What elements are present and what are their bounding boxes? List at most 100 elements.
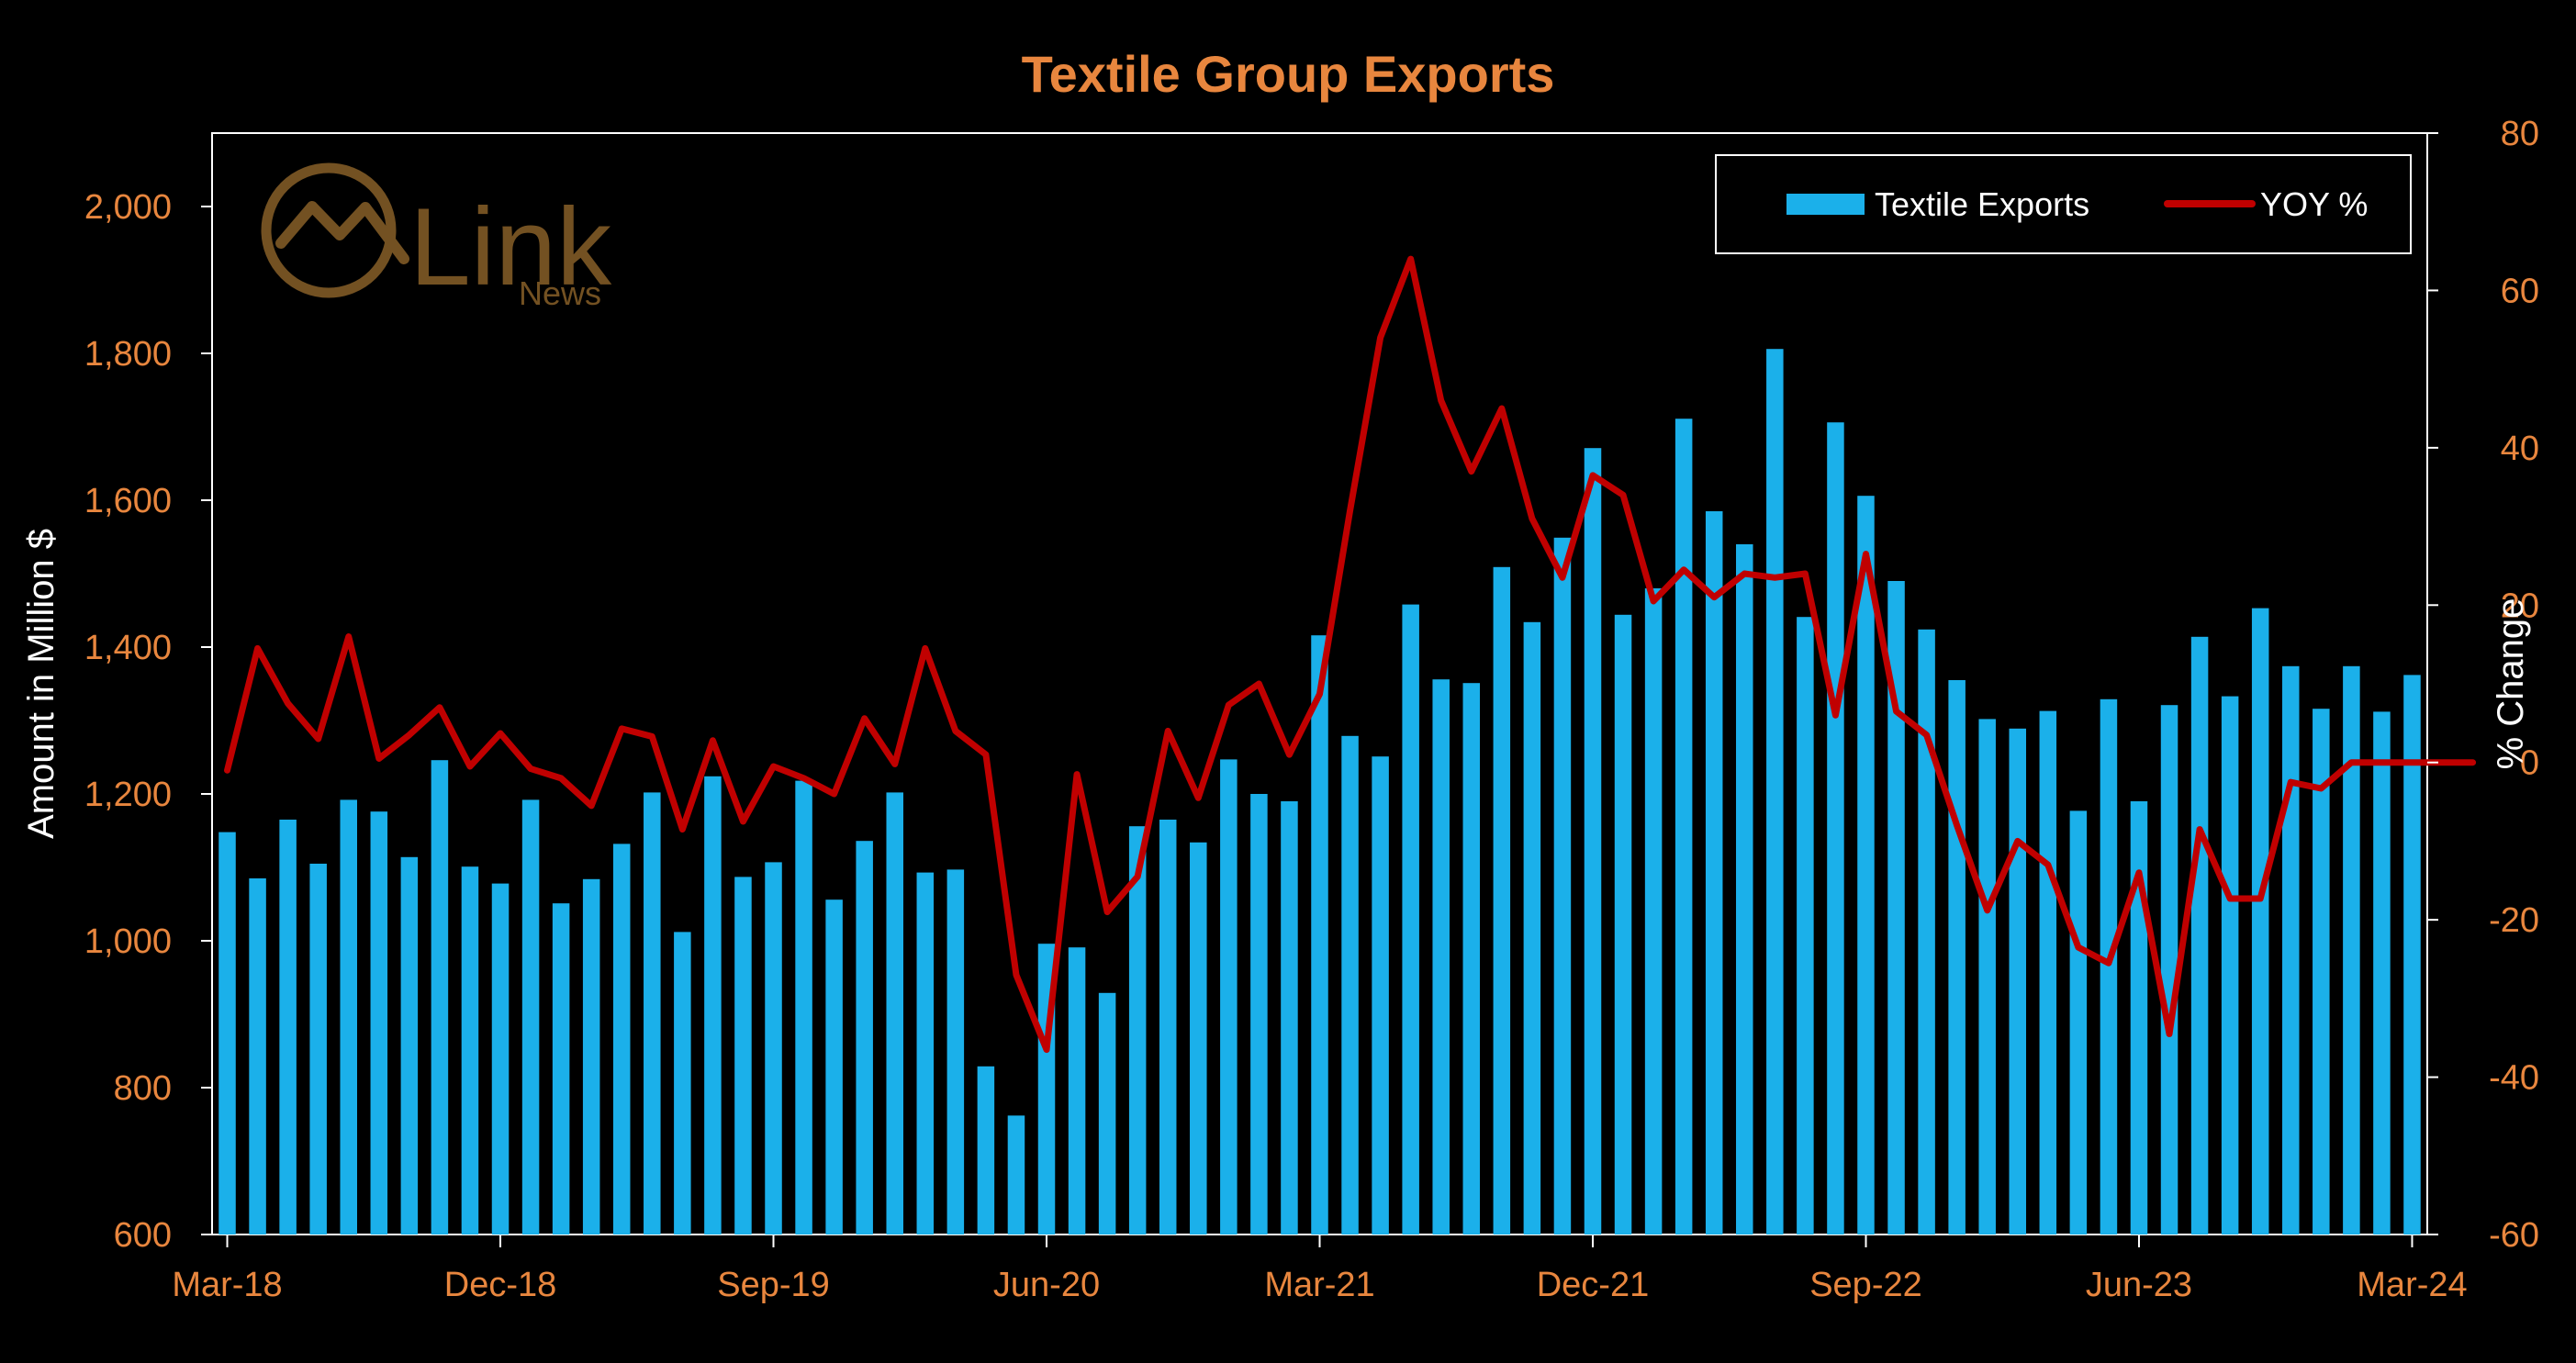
- bar-textile-exports: [1918, 629, 1935, 1235]
- bar-textile-exports: [1128, 826, 1147, 1235]
- y-tick-label: 1,600: [84, 482, 172, 520]
- bar-textile-exports: [431, 760, 449, 1235]
- x-tick-label: Sep-22: [1809, 1266, 1922, 1304]
- bar-textile-exports: [370, 811, 388, 1235]
- bar-textile-exports: [2100, 698, 2118, 1235]
- bar-textile-exports: [1281, 801, 1298, 1235]
- x-tick-label: Sep-19: [717, 1266, 830, 1304]
- legend-label-textile-exports: Textile Exports: [1875, 185, 2089, 223]
- bar-textile-exports: [1736, 544, 1753, 1235]
- bar-textile-exports: [521, 799, 540, 1235]
- bar-textile-exports: [2313, 709, 2330, 1235]
- bar-textile-exports: [1159, 820, 1177, 1235]
- y-tick-label: 1,200: [84, 776, 172, 814]
- x-tick-label: Dec-18: [444, 1266, 557, 1304]
- bar-textile-exports: [916, 872, 935, 1235]
- bar-textile-exports: [1644, 588, 1663, 1235]
- bar-textile-exports: [249, 878, 266, 1235]
- bar-textile-exports: [400, 856, 419, 1235]
- bar-textile-exports: [491, 883, 510, 1235]
- x-tick-label: Jun-20: [993, 1266, 1100, 1304]
- bar-textile-exports: [1705, 511, 1723, 1235]
- y-tick-label: 800: [114, 1069, 172, 1108]
- bar-textile-exports: [340, 799, 357, 1235]
- bar-textile-exports: [1432, 679, 1450, 1235]
- bar-textile-exports: [1827, 422, 1844, 1235]
- bar-textile-exports: [1493, 566, 1511, 1235]
- bar-textile-exports: [2251, 608, 2269, 1235]
- y2-tick-label: -60: [2489, 1216, 2539, 1255]
- y-tick-label: 1,000: [84, 922, 172, 961]
- bar-textile-exports: [1250, 794, 1268, 1235]
- yoy-line: [224, 255, 2477, 1054]
- y2-tick-label: 20: [2501, 587, 2539, 625]
- legend: Textile Exports YOY %: [1715, 154, 2412, 254]
- bar-textile-exports: [582, 878, 600, 1235]
- bar-textile-exports: [1098, 992, 1116, 1235]
- bar-textile-exports: [2069, 810, 2088, 1235]
- x-tick-label: Jun-23: [2086, 1266, 2192, 1304]
- y-tick-label: 1,400: [84, 629, 172, 667]
- bar-textile-exports: [2130, 801, 2148, 1235]
- bar-textile-exports: [1068, 947, 1086, 1235]
- bar-textile-exports: [218, 832, 236, 1235]
- bar-textile-exports: [1887, 581, 1905, 1235]
- logo-word: Link: [409, 185, 612, 308]
- bar-textile-exports: [1584, 448, 1602, 1235]
- bar-textile-exports: [1553, 537, 1572, 1235]
- bar-textile-exports: [856, 841, 873, 1235]
- legend-label-yoy: YOY %: [2260, 185, 2368, 223]
- x-tick-label: Mar-21: [1264, 1266, 1374, 1304]
- y-tick-label: 600: [114, 1216, 172, 1255]
- x-axis: Mar-18 Dec-18 Sep-19 Jun-20 Mar-21 Dec-21 Sep-…: [172, 1235, 2468, 1304]
- bar-textile-exports: [2343, 665, 2360, 1235]
- bar-textile-exports: [1978, 719, 1996, 1235]
- y2-tick-label: -40: [2489, 1059, 2539, 1098]
- bar-textile-exports: [977, 1066, 995, 1235]
- bar-textile-exports: [2009, 728, 2027, 1235]
- bar-textile-exports: [795, 780, 812, 1235]
- bar-textile-exports: [2282, 665, 2300, 1235]
- bar-textile-exports: [1007, 1115, 1025, 1235]
- bar-textile-exports: [1311, 635, 1328, 1235]
- bar-textile-exports: [309, 864, 327, 1235]
- bar-textile-exports: [946, 869, 965, 1235]
- logo-sub: News: [519, 274, 601, 312]
- logo: Link News: [261, 162, 612, 312]
- chart-title: Textile Group Exports: [1022, 45, 1555, 103]
- x-tick-label: Mar-18: [172, 1266, 282, 1304]
- bar-textile-exports: [704, 776, 722, 1235]
- bar-textile-exports: [1220, 759, 1238, 1235]
- yoy-line-group: [224, 255, 2477, 1054]
- bar-textile-exports: [2373, 711, 2391, 1235]
- bar-textile-exports: [674, 932, 691, 1235]
- bar-textile-exports: [1341, 735, 1359, 1235]
- bar-textile-exports: [1402, 604, 1419, 1235]
- bar-textile-exports: [2221, 696, 2239, 1235]
- bar-textile-exports: [825, 899, 843, 1235]
- y2-tick-label: -20: [2489, 901, 2539, 940]
- bar-textile-exports: [1797, 617, 1814, 1235]
- y-tick-label: 2,000: [84, 188, 172, 227]
- bar-textile-exports: [2160, 705, 2178, 1235]
- bar-textile-exports: [1674, 419, 1693, 1235]
- bar-textile-exports: [279, 820, 297, 1235]
- bar-textile-exports: [1614, 614, 1632, 1235]
- y2-axis-title: % Change: [2491, 598, 2531, 770]
- y2-tick-label: 0: [2520, 744, 2539, 783]
- bar-textile-exports: [1766, 349, 1784, 1235]
- bar-textile-exports: [644, 792, 661, 1235]
- x-tick-label: Dec-21: [1537, 1266, 1650, 1304]
- x-tick-label: Mar-24: [2357, 1266, 2467, 1304]
- y2-tick-label: 40: [2501, 430, 2539, 468]
- right-axis: -60 -40 -20 0 20 40 60 80: [2427, 115, 2539, 1255]
- bar-textile-exports: [734, 877, 752, 1235]
- bar-textile-exports: [552, 903, 570, 1235]
- bar-textile-exports: [2403, 675, 2421, 1235]
- bar-textile-exports: [1372, 756, 1389, 1235]
- bar-textile-exports: [612, 843, 631, 1235]
- y2-tick-label: 60: [2501, 272, 2539, 310]
- y2-tick-label: 80: [2501, 115, 2539, 153]
- bar-textile-exports: [1857, 496, 1875, 1235]
